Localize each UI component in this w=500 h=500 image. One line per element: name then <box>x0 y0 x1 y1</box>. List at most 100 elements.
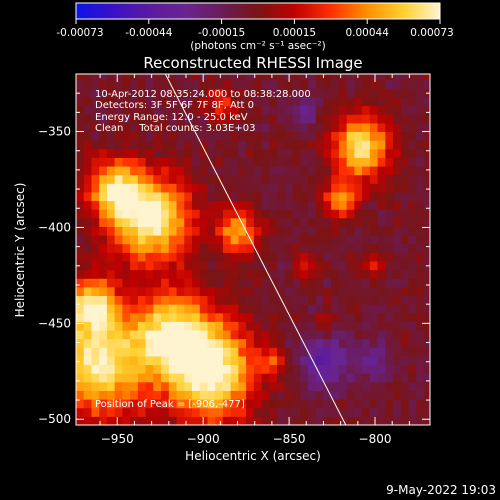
heatmap-cell <box>215 407 224 417</box>
heatmap-cell <box>83 217 92 227</box>
heatmap-cell <box>292 321 301 331</box>
heatmap-cell <box>331 114 340 124</box>
heatmap-cell <box>145 200 154 210</box>
heatmap-cell <box>300 364 309 374</box>
heatmap-cell <box>408 97 417 107</box>
heatmap-cell <box>315 312 324 322</box>
heatmap-cell <box>76 114 85 124</box>
heatmap-cell <box>230 407 239 417</box>
heatmap-cell <box>416 373 425 383</box>
heatmap-cell <box>114 209 123 219</box>
heatmap-cell <box>385 373 394 383</box>
heatmap-cell <box>91 278 100 288</box>
heatmap-cell <box>377 278 386 288</box>
heatmap-cell <box>269 261 278 271</box>
heatmap-cell <box>106 416 116 425</box>
heatmap-cell <box>269 304 278 314</box>
heatmap-cell <box>130 321 139 331</box>
heatmap-cell <box>176 399 185 409</box>
heatmap-cell <box>106 226 116 236</box>
heatmap-cell <box>137 304 147 314</box>
heatmap-cell <box>230 157 239 167</box>
heatmap-cell <box>230 148 239 158</box>
heatmap-cell <box>91 122 100 133</box>
heatmap-cell <box>354 226 363 236</box>
heatmap-cell <box>423 200 430 210</box>
heatmap-cell <box>354 97 363 107</box>
heatmap-cell <box>307 226 317 236</box>
heatmap-cell <box>91 252 100 262</box>
heatmap-cell <box>215 226 224 236</box>
heatmap-cell <box>199 148 208 158</box>
heatmap-cell <box>408 304 417 314</box>
heatmap-cell <box>99 364 108 374</box>
heatmap-cell <box>191 321 201 331</box>
heatmap-cell <box>362 166 371 176</box>
heatmap-cell <box>238 114 247 124</box>
heatmap-cell <box>369 217 379 227</box>
heatmap-cell <box>238 148 247 158</box>
heatmap-cell <box>369 278 379 288</box>
heatmap-cell <box>277 269 286 279</box>
heatmap-cell <box>215 235 224 245</box>
heatmap-cell <box>176 261 185 271</box>
heatmap-cell <box>83 209 92 219</box>
heatmap-cell <box>315 166 324 176</box>
heatmap-cell <box>106 278 116 288</box>
heatmap-cell <box>284 200 294 210</box>
heatmap-cell <box>323 252 332 262</box>
heatmap-cell <box>222 122 232 133</box>
heatmap-cell <box>99 304 108 314</box>
heatmap-cell <box>168 355 178 366</box>
heatmap-cell <box>145 330 154 340</box>
heatmap-cell <box>416 217 425 227</box>
heatmap-cell <box>307 122 317 133</box>
heatmap-cell <box>246 122 255 133</box>
heatmap-cell <box>184 166 193 176</box>
heatmap-cell <box>114 399 123 409</box>
heatmap-cell <box>323 269 332 279</box>
heatmap-cell <box>91 79 100 89</box>
heatmap-cell <box>362 278 371 288</box>
heatmap-cell <box>168 278 178 288</box>
heatmap-cell <box>408 295 417 305</box>
heatmap-cell <box>99 416 108 425</box>
heatmap-cell <box>168 122 178 133</box>
heatmap-cell <box>184 122 193 133</box>
heatmap-cell <box>122 183 131 193</box>
heatmap-cell <box>191 174 201 184</box>
heatmap-cell <box>385 191 394 202</box>
heatmap-cell <box>184 304 193 314</box>
heatmap-cell <box>91 381 100 391</box>
heatmap-cell <box>222 114 232 124</box>
heatmap-cell <box>331 122 340 133</box>
heatmap-cell <box>99 381 108 391</box>
heatmap-cell <box>323 373 332 383</box>
heatmap-cell <box>184 312 193 322</box>
heatmap-cell <box>230 183 239 193</box>
heatmap-cell <box>292 243 301 253</box>
heatmap-cell <box>191 347 201 357</box>
heatmap-cell <box>346 355 355 366</box>
heatmap-cell <box>315 321 324 331</box>
heatmap-cell <box>261 295 270 305</box>
heatmap-cell <box>408 355 417 366</box>
heatmap-cell <box>137 209 147 219</box>
heatmap-cell <box>362 347 371 357</box>
heatmap-cell <box>377 97 386 107</box>
heatmap-cell <box>130 235 139 245</box>
heatmap-cell <box>362 269 371 279</box>
heatmap-cell <box>300 304 309 314</box>
heatmap-cell <box>400 191 410 202</box>
heatmap-cell <box>222 416 232 425</box>
heatmap-cell <box>145 105 154 115</box>
heatmap-cell <box>346 74 355 81</box>
heatmap-cell <box>114 200 123 210</box>
heatmap-cell <box>377 373 386 383</box>
heatmap-cell <box>153 140 162 150</box>
heatmap-cell <box>300 243 309 253</box>
heatmap-cell <box>284 88 294 98</box>
heatmap-cell <box>269 200 278 210</box>
heatmap-cell <box>284 390 294 400</box>
heatmap-cell <box>184 88 193 98</box>
